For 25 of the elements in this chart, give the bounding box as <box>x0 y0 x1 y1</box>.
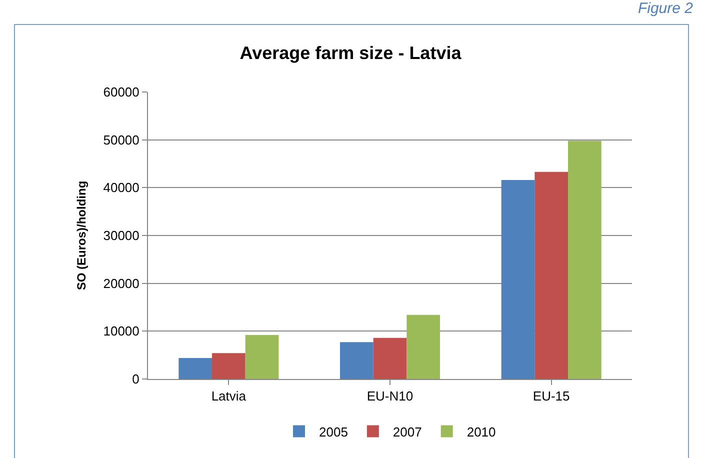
bar <box>245 334 279 379</box>
bar <box>340 342 374 379</box>
chart-title: Average farm size - Latvia <box>240 42 462 63</box>
y-tick-label: 60000 <box>103 84 140 100</box>
y-axis-title: SO (Euros)/holding <box>74 180 89 290</box>
y-tick-label: 30000 <box>103 228 140 244</box>
bar <box>212 353 246 379</box>
bar <box>501 180 535 379</box>
y-tick-label: 20000 <box>103 276 140 291</box>
legend-label: 2007 <box>392 424 422 440</box>
y-tick-label: 0 <box>132 372 140 387</box>
bar <box>534 172 568 379</box>
y-tick-label: 40000 <box>103 180 140 196</box>
bar <box>568 140 602 379</box>
x-tick-label: EU-15 <box>532 388 570 404</box>
legend-label: 2005 <box>319 424 348 440</box>
y-tick-label: 10000 <box>103 324 140 339</box>
x-tick-label: Latvia <box>211 388 247 404</box>
legend-label: 2010 <box>466 424 496 440</box>
caption: Figure 2 <box>638 0 693 17</box>
y-tick-label: 50000 <box>103 132 140 148</box>
x-tick-label: EU-N10 <box>366 388 414 404</box>
bar <box>178 358 212 379</box>
bar <box>373 338 407 379</box>
bar <box>406 314 440 379</box>
